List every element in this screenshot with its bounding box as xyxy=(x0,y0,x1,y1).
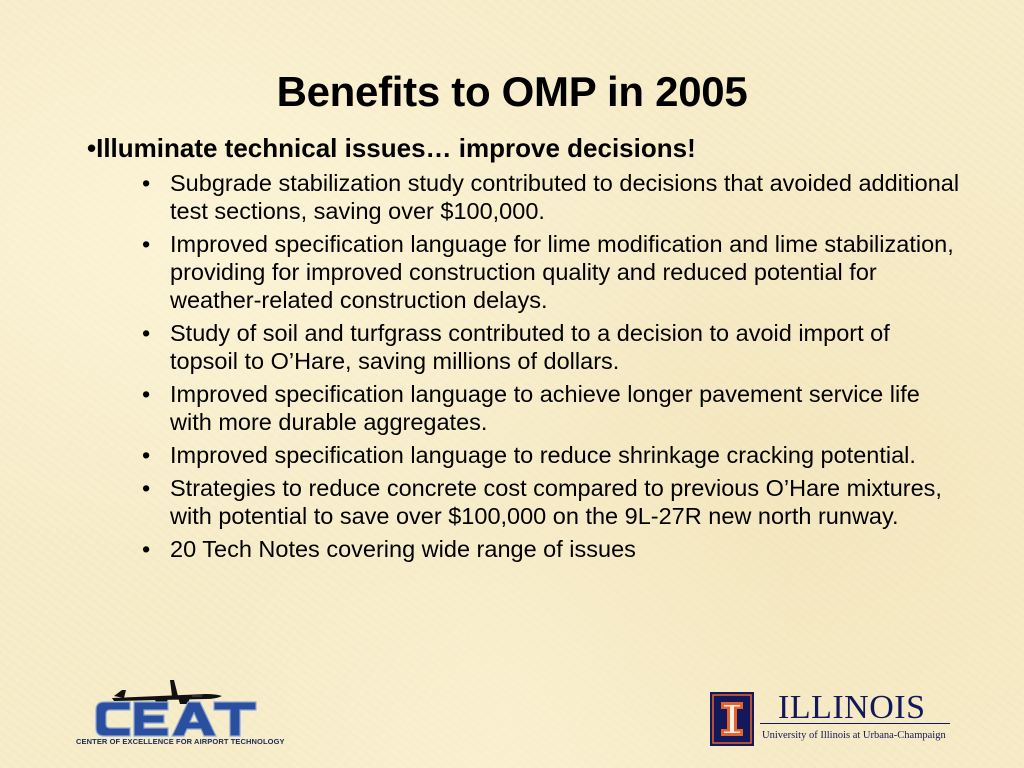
slide-title: Benefits to OMP in 2005 xyxy=(276,68,748,115)
bullet-text: Subgrade stabilization study contributed… xyxy=(170,170,960,224)
illinois-rule xyxy=(760,723,950,724)
ceat-caption: CENTER OF EXCELLENCE FOR AIRPORT TECHNOL… xyxy=(76,737,285,746)
bullet-item: • Subgrade stabilization study contribute… xyxy=(142,169,962,225)
block-i-icon xyxy=(710,692,754,746)
bullet-text: 20 Tech Notes covering wide range of iss… xyxy=(170,536,636,562)
bullet-dot: • xyxy=(142,536,151,562)
bullet-item: • Improved specification language to achi… xyxy=(142,380,962,436)
bullet-dot: • xyxy=(142,442,151,468)
bullet-dot: • xyxy=(142,170,151,196)
bullet-dot: • xyxy=(142,381,151,407)
bullet-text: Strategies to reduce concrete cost compa… xyxy=(170,475,942,529)
bullet-list: • Subgrade stabilization study contribute… xyxy=(142,169,962,568)
bullet-item: • Improved specification language for lim… xyxy=(142,230,962,314)
bullet-dot: • xyxy=(142,231,151,257)
illinois-subtitle: University of Illinois at Urbana-Champai… xyxy=(762,730,946,741)
bullet-text: Study of soil and turfgrass contributed … xyxy=(170,320,890,374)
illinois-wordmark: ILLINOIS xyxy=(778,689,926,726)
slide-heading: •Illuminate technical issues… improve de… xyxy=(87,133,696,163)
ceat-logo: CEAT xyxy=(95,680,257,737)
bullet-text: Improved specification language for lime… xyxy=(170,231,954,313)
bullet-item: • 20 Tech Notes covering wide range of is… xyxy=(142,535,962,563)
bullet-item: • Strategies to reduce concrete cost comp… xyxy=(142,474,962,530)
bullet-item: • Study of soil and turfgrass contributed… xyxy=(142,319,962,375)
bullet-dot: • xyxy=(142,320,151,346)
bullet-dot: • xyxy=(142,475,151,501)
illinois-logo: ILLINOIS University of Illinois at Urban… xyxy=(708,690,958,750)
bullet-item: • Improved specification language to redu… xyxy=(142,441,962,469)
bullet-text: Improved specification language to reduc… xyxy=(170,442,916,468)
airplane-icon xyxy=(112,680,222,706)
bullet-text: Improved specification language to achie… xyxy=(170,381,920,435)
